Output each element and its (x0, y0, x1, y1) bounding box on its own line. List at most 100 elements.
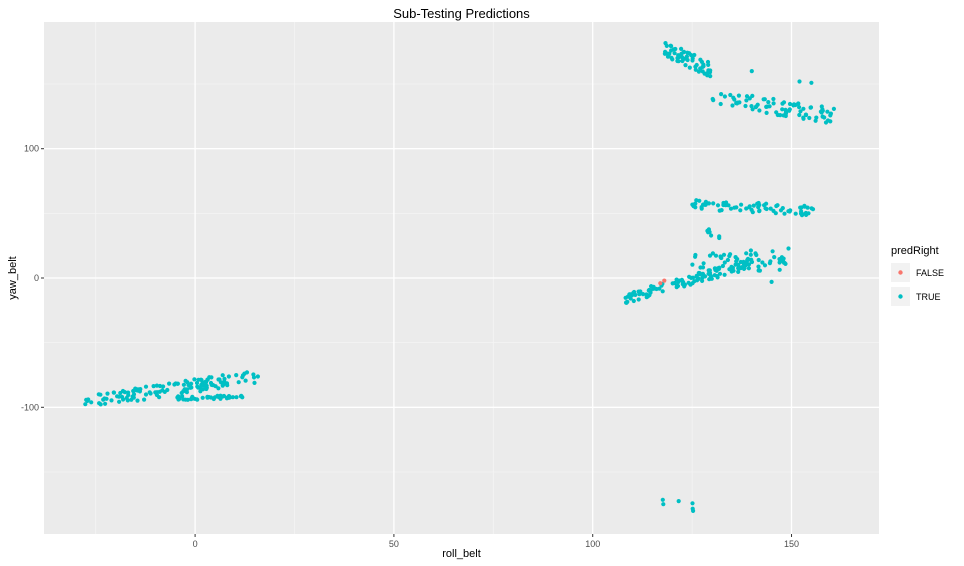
x-tick-label: 100 (585, 539, 600, 549)
data-point-true (657, 286, 662, 291)
data-point-true (780, 107, 785, 112)
data-point-true (756, 257, 761, 263)
data-point-true (151, 384, 156, 389)
data-point-true (788, 208, 793, 213)
data-point-true (711, 98, 716, 103)
data-point-true (234, 395, 239, 400)
data-point-true (760, 260, 765, 265)
data-point-true (745, 257, 750, 262)
data-point-true (727, 267, 732, 272)
data-point-true (750, 107, 755, 112)
data-point-true (778, 113, 783, 118)
data-points (83, 41, 837, 513)
data-point-true (717, 208, 722, 213)
data-point-true (700, 271, 706, 276)
data-point-true (713, 253, 719, 258)
data-point-true (781, 256, 786, 261)
data-point-true (698, 265, 703, 270)
data-point-true (681, 50, 686, 55)
data-point-true (766, 100, 771, 105)
data-point-true (762, 97, 767, 102)
data-point-true (825, 109, 830, 114)
data-point-true (234, 373, 239, 378)
data-point-true (236, 380, 241, 385)
y-tick-label: 100 (24, 144, 39, 154)
data-point-true (216, 386, 221, 391)
data-point-true (798, 205, 803, 210)
data-point-true (749, 69, 754, 74)
data-point-true (636, 297, 641, 302)
data-point-true (98, 402, 103, 407)
data-point-true (673, 46, 678, 52)
legend-label-true: TRUE (916, 292, 941, 302)
data-point-true (720, 263, 726, 269)
data-point-true (807, 115, 812, 121)
data-point-true (83, 402, 88, 407)
data-point-true (780, 206, 785, 211)
data-point-true (798, 109, 803, 114)
data-point-true (744, 251, 749, 256)
data-point-true (744, 98, 749, 103)
data-point-true (800, 212, 805, 217)
data-point-true (725, 257, 731, 263)
data-point-true (690, 262, 695, 267)
data-point-true (797, 105, 802, 110)
data-point-true (105, 391, 110, 396)
data-point-true (746, 266, 752, 271)
data-point-true (686, 280, 691, 285)
data-point-true (192, 377, 197, 382)
data-point-true (244, 370, 250, 375)
data-point-true (700, 278, 705, 283)
data-point-true (648, 290, 653, 295)
data-point-true (721, 202, 726, 208)
data-point-true (676, 53, 681, 58)
data-point-true (771, 96, 776, 102)
data-point-true (681, 279, 686, 285)
data-point-true (230, 395, 235, 400)
legend-label-false: FALSE (916, 268, 944, 278)
data-point-true (694, 62, 699, 68)
data-point-true (672, 51, 677, 56)
data-point-true (728, 252, 733, 257)
data-point-true (770, 249, 775, 254)
data-point-true (749, 207, 754, 212)
data-point-true (757, 209, 762, 214)
data-point-true (103, 401, 108, 406)
data-point-true (683, 63, 688, 68)
data-point-true (226, 374, 231, 379)
data-point-true (195, 384, 200, 389)
y-tick-label: 0 (34, 273, 39, 283)
data-point-true (764, 110, 769, 115)
data-point-true (690, 56, 695, 61)
data-point-true (669, 44, 674, 49)
data-point-true (98, 392, 103, 397)
data-point-true (719, 92, 724, 97)
data-point-true (756, 264, 761, 269)
data-point-true (749, 104, 754, 109)
data-point-true (722, 260, 727, 265)
data-point-true (820, 108, 825, 113)
data-point-true (240, 395, 245, 400)
data-point-true (148, 391, 153, 396)
data-point-true (823, 120, 829, 125)
data-point-true (707, 253, 713, 258)
data-point-true (797, 112, 802, 118)
data-point-true (828, 111, 834, 116)
data-point-true (173, 381, 178, 386)
data-point-true (744, 206, 749, 211)
data-point-true (777, 267, 782, 272)
data-point-true (728, 206, 734, 211)
data-point-true (689, 53, 694, 58)
data-point-true (200, 395, 205, 400)
data-point-true (252, 380, 257, 385)
data-point-true (217, 377, 222, 382)
data-point-true (689, 275, 694, 280)
data-point-true (205, 394, 210, 399)
data-point-true (781, 100, 787, 105)
data-point-true (679, 46, 684, 52)
data-point-true (708, 74, 713, 79)
data-point-true (751, 203, 756, 208)
data-point-true (131, 392, 137, 397)
data-point-true (243, 378, 248, 383)
data-point-true (715, 203, 721, 208)
